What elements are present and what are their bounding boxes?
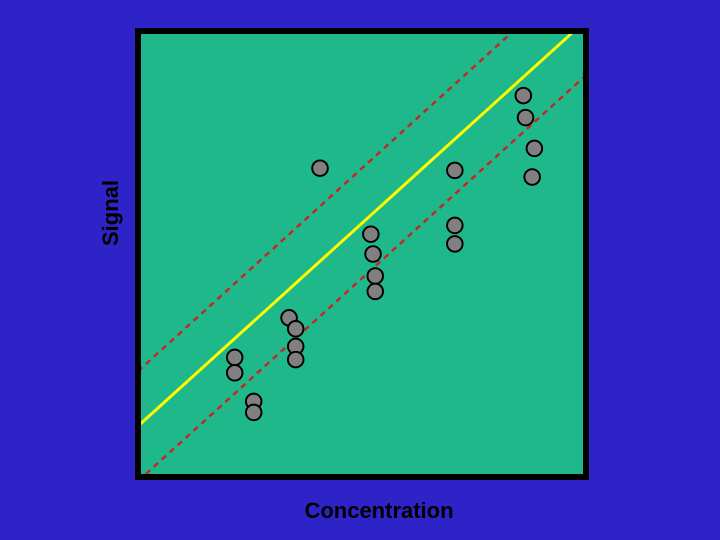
data-point [447, 236, 463, 252]
data-point [365, 246, 381, 262]
data-point [312, 160, 328, 176]
x-axis-label: Concentration [304, 498, 453, 524]
data-point [246, 405, 262, 421]
data-point [367, 284, 383, 300]
y-axis-label: Signal [98, 180, 124, 246]
data-point [524, 169, 540, 185]
plot-svg [141, 34, 583, 474]
data-point [447, 163, 463, 179]
page-root: Signal Concentration [0, 0, 720, 540]
data-point [363, 226, 379, 242]
data-point [367, 268, 383, 284]
data-point [527, 141, 543, 157]
data-point [288, 321, 304, 337]
data-point [447, 218, 463, 234]
data-point [518, 110, 534, 126]
data-point [227, 350, 243, 366]
plot-frame [135, 28, 589, 480]
data-point [288, 352, 304, 368]
data-point [516, 88, 532, 104]
data-point [227, 365, 243, 381]
